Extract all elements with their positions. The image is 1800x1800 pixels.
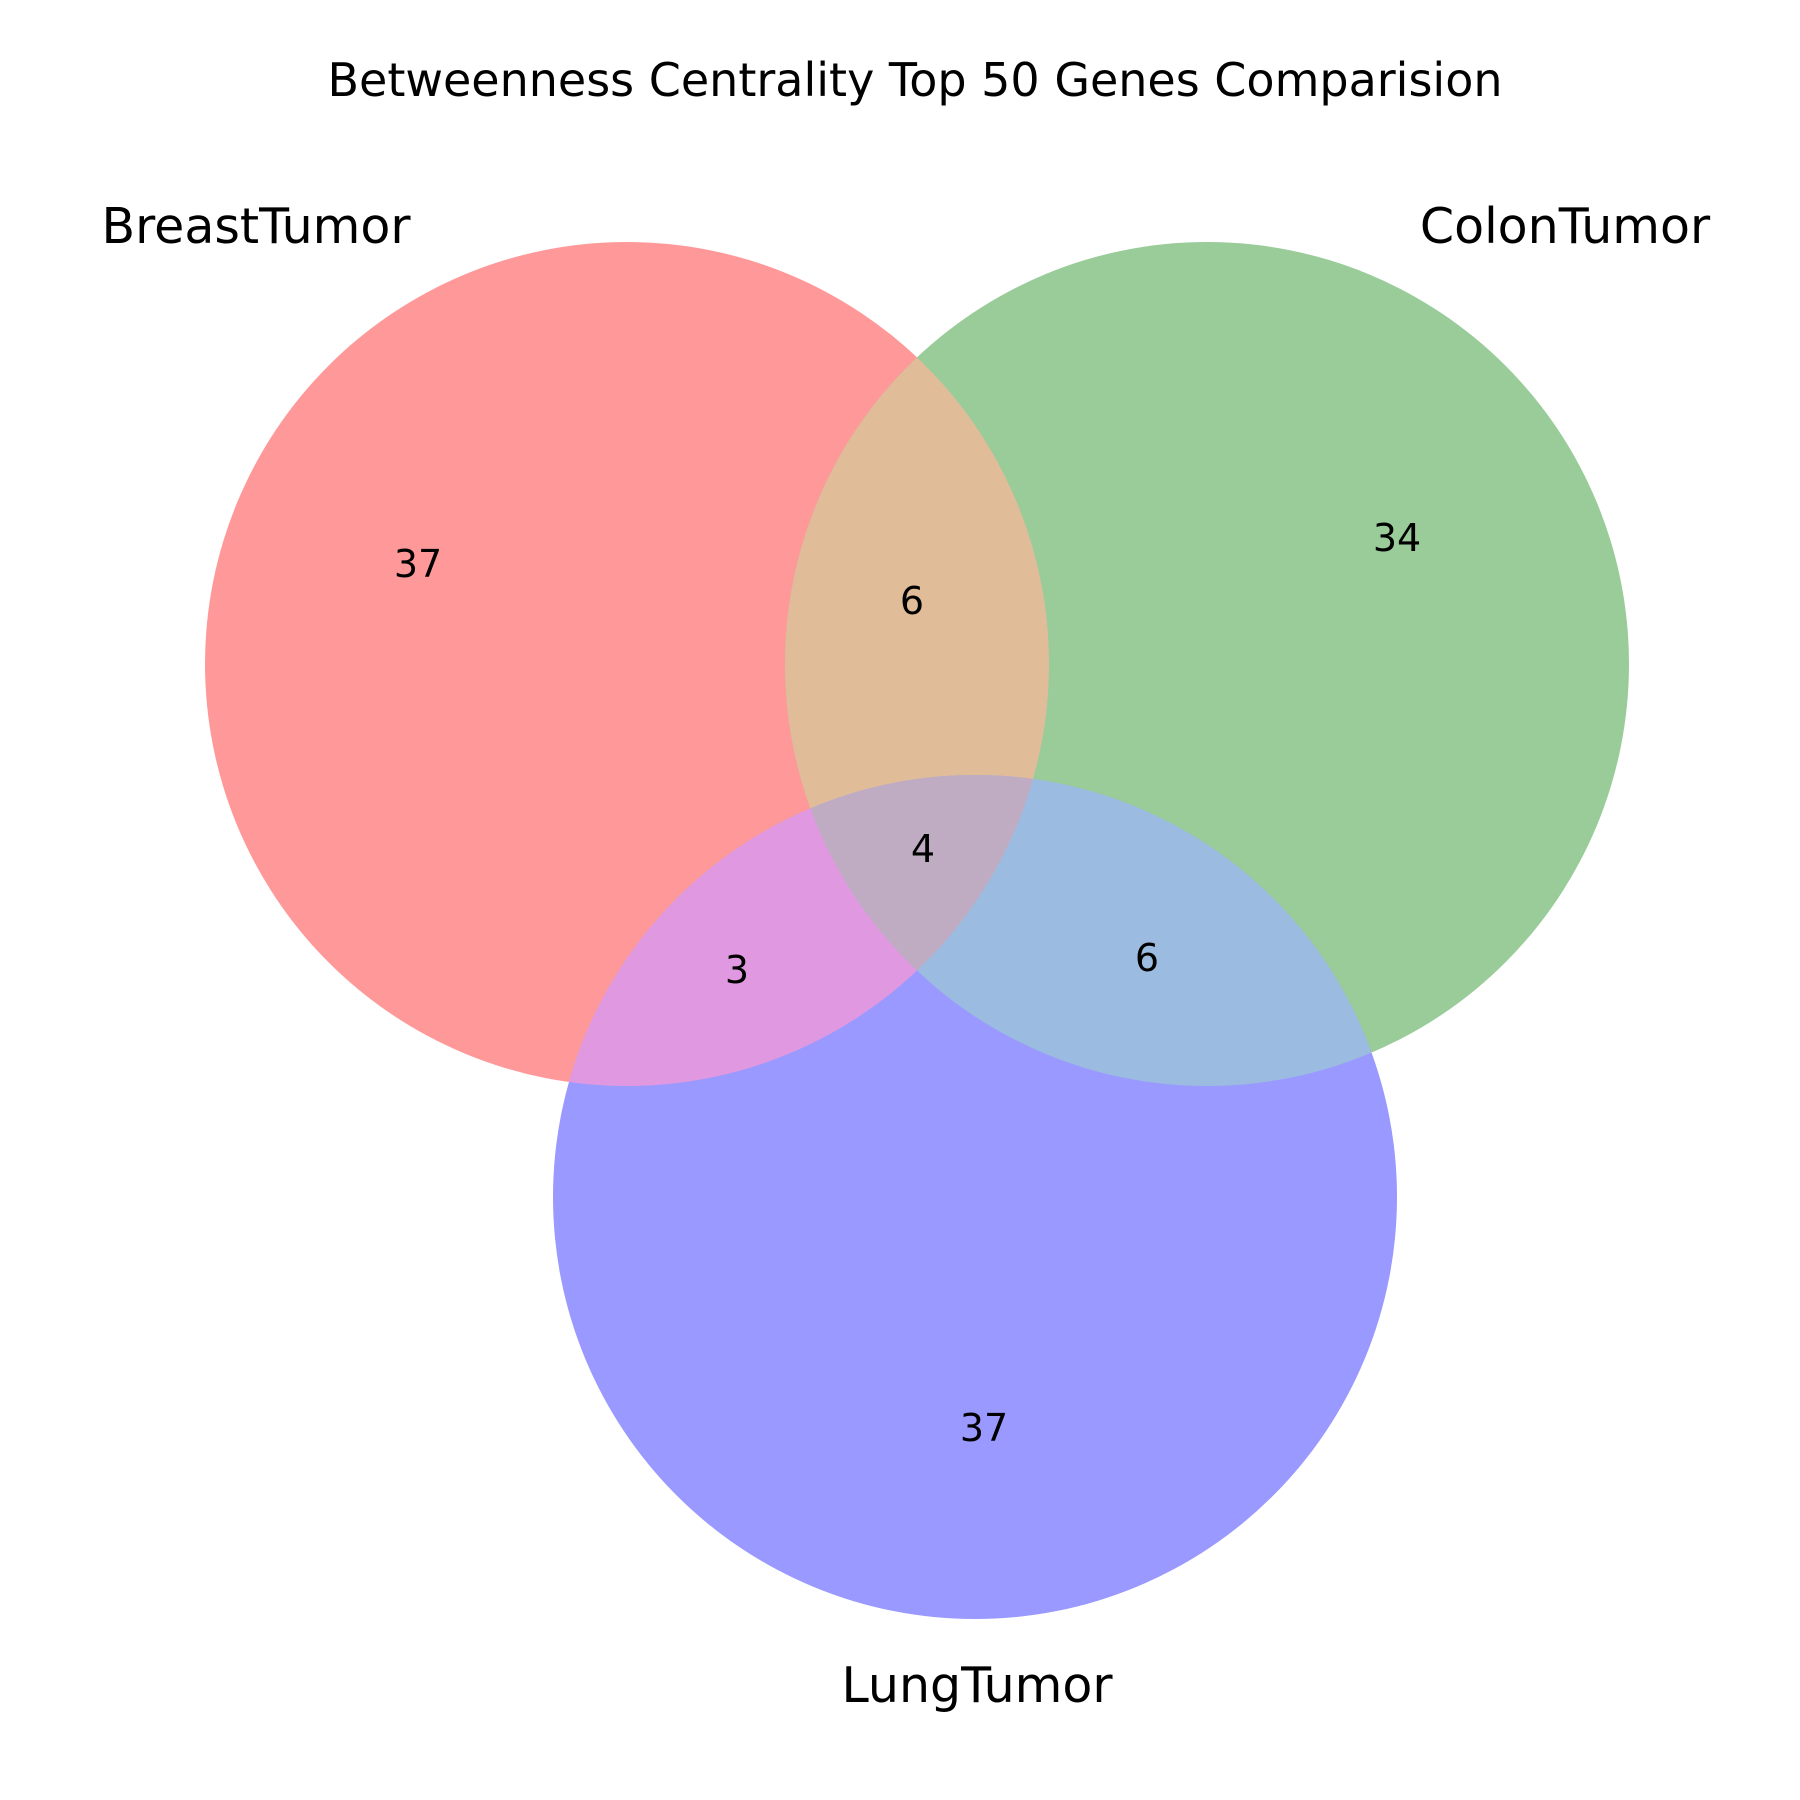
colon-lung-count: 6 bbox=[1135, 936, 1159, 980]
breast-lung-overlap bbox=[553, 775, 1049, 1086]
breast-only-count: 37 bbox=[394, 542, 442, 586]
breast-colon-count: 6 bbox=[900, 579, 924, 623]
breast-tumor-label: BreastTumor bbox=[101, 198, 411, 255]
colon-tumor-label: ColonTumor bbox=[1420, 198, 1711, 255]
diagram-title: Betweenness Centrality Top 50 Genes Comp… bbox=[327, 53, 1502, 107]
lung-only-count: 37 bbox=[960, 1406, 1008, 1450]
all-three-count: 4 bbox=[911, 827, 935, 871]
colon-only-count: 34 bbox=[1373, 516, 1421, 560]
breast-lung-count: 3 bbox=[725, 948, 749, 992]
colon-lung-overlap bbox=[785, 775, 1397, 1086]
lung-tumor-label: LungTumor bbox=[841, 1657, 1113, 1714]
